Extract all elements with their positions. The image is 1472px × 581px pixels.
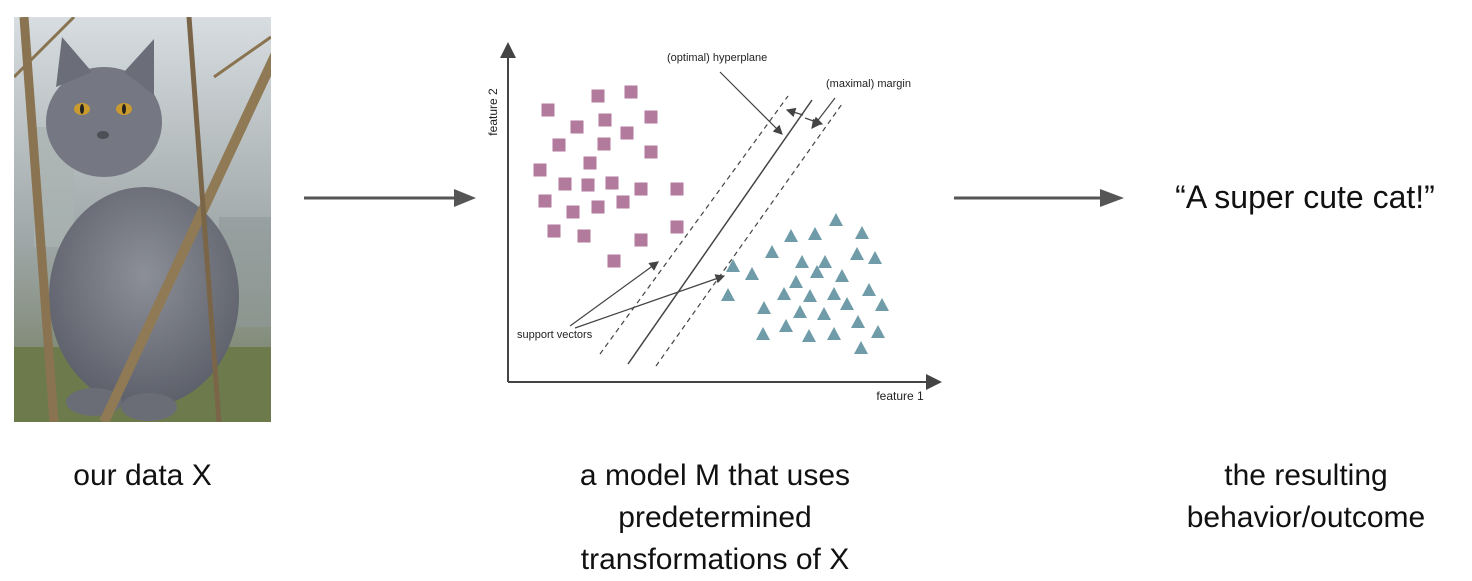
class-b-triangle — [721, 288, 735, 301]
class-b-triangle — [777, 287, 791, 300]
class-a-square — [547, 224, 561, 238]
caption-model-line: predetermined — [618, 501, 812, 534]
class-a-square — [591, 89, 605, 103]
class-b-triangle — [745, 267, 759, 280]
class-b-triangle — [784, 229, 798, 242]
class-b-triangle — [855, 226, 869, 239]
class-b-triangle — [756, 327, 770, 340]
class-a-square — [620, 126, 634, 140]
class-b-triangle — [802, 329, 816, 342]
caption-model-line: a model M that uses — [579, 459, 851, 492]
arrow-right-icon — [954, 189, 1124, 207]
caption-data: our data X — [73, 459, 212, 492]
class-a-square — [583, 156, 597, 170]
margin-label: (maximal) margin — [826, 78, 911, 90]
class-b-triangle — [868, 251, 882, 264]
class-b-triangle — [789, 275, 803, 288]
class-a-square — [598, 113, 612, 127]
class-b-triangle — [829, 213, 843, 226]
class-a-square — [607, 254, 621, 268]
class-a-square — [634, 182, 648, 196]
class-b-triangle — [795, 255, 809, 268]
class-b-triangle — [810, 265, 824, 278]
class-b-triangle — [827, 287, 841, 300]
outcome-quote: “A super cute cat!” — [1175, 179, 1435, 215]
class-b-triangle — [779, 319, 793, 332]
class-b-triangle — [840, 297, 854, 310]
class-b-triangle — [851, 315, 865, 328]
class-a-square — [558, 177, 572, 191]
class-a-square — [670, 182, 684, 196]
class-b-triangle — [726, 259, 740, 272]
class-b-triangle — [808, 227, 822, 240]
y-axis-label: feature 2 — [486, 88, 500, 136]
class-a-square — [591, 200, 605, 214]
class-b-triangle — [817, 307, 831, 320]
class-a-square — [624, 85, 638, 99]
class-b-triangle — [835, 269, 849, 282]
cat-photo — [14, 17, 271, 422]
class-b-triangle — [818, 255, 832, 268]
class-a-square — [634, 233, 648, 247]
class-b-triangle — [854, 341, 868, 354]
class-b-triangle — [827, 327, 841, 340]
class-b-triangle — [862, 283, 876, 296]
caption-model-line: transformations of X — [580, 543, 850, 576]
class-a-square — [605, 176, 619, 190]
class-a-square — [577, 229, 591, 243]
class-b-triangle — [757, 301, 771, 314]
hyperplane — [627, 99, 813, 365]
class-b-triangle — [793, 305, 807, 318]
class-a-square — [566, 205, 580, 219]
caption-outcome: the resulting behavior/outcome — [1150, 455, 1462, 539]
caption-outcome-line: behavior/outcome — [1186, 501, 1426, 534]
class-b-triangle — [850, 247, 864, 260]
class-b-triangle — [875, 298, 889, 311]
class-b-triangle — [871, 325, 885, 338]
class-a-square — [616, 195, 630, 209]
class-a-square — [581, 178, 595, 192]
class-a-square — [533, 163, 547, 177]
hyperplane-label: (optimal) hyperplane — [667, 52, 767, 64]
class-a-square — [644, 110, 658, 124]
class-a-square — [552, 138, 566, 152]
arrow-right-icon — [304, 189, 476, 207]
class-b-triangle — [765, 245, 779, 258]
class-a-square — [541, 103, 555, 117]
class-a-square — [570, 120, 584, 134]
class-a-square — [538, 194, 552, 208]
class-b-triangle — [803, 289, 817, 302]
class-a-square — [644, 145, 658, 159]
class-a-square — [597, 137, 611, 151]
x-axis-label: feature 1 — [876, 389, 924, 403]
caption-outcome-line: the resulting — [1224, 459, 1388, 492]
caption-model: a model M that uses predetermined transf… — [520, 455, 910, 581]
svm-diagram: feature 2 feature 1 (optimal) hyperplane… — [486, 42, 942, 403]
support-vectors-label: support vectors — [517, 329, 593, 341]
class-a-square — [670, 220, 684, 234]
